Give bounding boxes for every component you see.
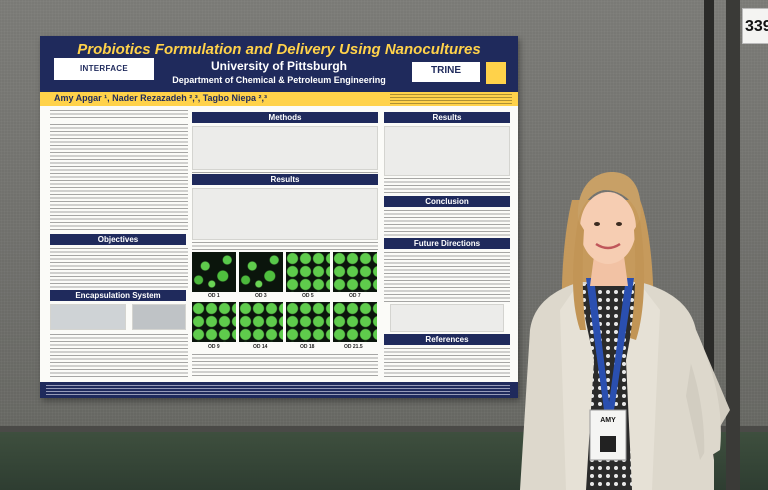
- microscopy-image: [192, 252, 236, 292]
- poster-department: Department of Chemical & Petroleum Engin…: [172, 75, 386, 85]
- microscopy-image: [239, 252, 283, 292]
- section-heading-conclusion: Conclusion: [384, 196, 510, 207]
- microscopy-image: [239, 302, 283, 342]
- poster-title: Probiotics Formulation and Delivery Usin…: [77, 41, 481, 58]
- results-caption: [192, 242, 378, 250]
- microscopy-image: [333, 252, 377, 292]
- objectives-text: [50, 248, 188, 288]
- results-chart-figure: [192, 188, 378, 240]
- acknowledgements-text: [46, 385, 510, 395]
- od-label: OD 18: [300, 344, 315, 350]
- od-label: OD 5: [302, 293, 314, 299]
- introduction-text: [50, 124, 188, 232]
- microscopy-image: [286, 252, 330, 292]
- section-heading-encapsulation: Encapsulation System: [50, 290, 186, 301]
- methods-figure: [192, 126, 378, 170]
- name-badge-text: AMY: [600, 417, 616, 424]
- booth-frame-post: [726, 0, 740, 490]
- encapsulation-figure: [50, 304, 126, 330]
- capsule-figure: [132, 304, 186, 330]
- section-heading-results-right: Results: [384, 112, 510, 123]
- booth-number-sign: 339: [742, 8, 768, 44]
- od-label: OD 21.5: [344, 344, 363, 350]
- section-heading-references: References: [384, 334, 510, 345]
- od-label: OD 14: [253, 344, 268, 350]
- booth-frame-post: [704, 0, 714, 490]
- affiliations-text: [390, 94, 512, 104]
- section-heading-results: Results: [192, 174, 378, 185]
- encapsulation-text: [50, 334, 188, 378]
- section-heading-objectives: Objectives: [50, 234, 186, 245]
- section-heading-future: Future Directions: [384, 238, 510, 249]
- results-right-text: [384, 178, 510, 194]
- display-board-base: [0, 426, 768, 436]
- conclusion-text: [384, 210, 510, 236]
- od-label: OD 1: [208, 293, 220, 299]
- microscopy-image: [286, 302, 330, 342]
- poster-university: University of Pittsburgh: [210, 59, 347, 73]
- microscopy-image: [192, 302, 236, 342]
- od-label: OD 3: [255, 293, 267, 299]
- od-label: OD 7: [349, 293, 361, 299]
- references-text: [384, 348, 510, 378]
- intro-text: [50, 110, 188, 118]
- microscopy-caption: [192, 354, 378, 378]
- od-label: OD 9: [208, 344, 220, 350]
- results-table-figure: [384, 126, 510, 176]
- future-directions-text: [384, 252, 510, 302]
- future-directions-figure: [390, 304, 504, 332]
- presenter-person: AMY: [520, 172, 730, 490]
- research-poster: Probiotics Formulation and Delivery Usin…: [40, 36, 518, 398]
- interface-logo: INTERFACE: [54, 58, 154, 80]
- poster-authors: Amy Apgar ¹, Nader Rezazadeh ²,³, Tagbo …: [54, 93, 268, 103]
- section-heading-methods: Methods: [192, 112, 378, 123]
- trine-logo: TRINE: [412, 62, 480, 82]
- microscopy-image: [333, 302, 377, 342]
- pitt-logo: [486, 62, 506, 84]
